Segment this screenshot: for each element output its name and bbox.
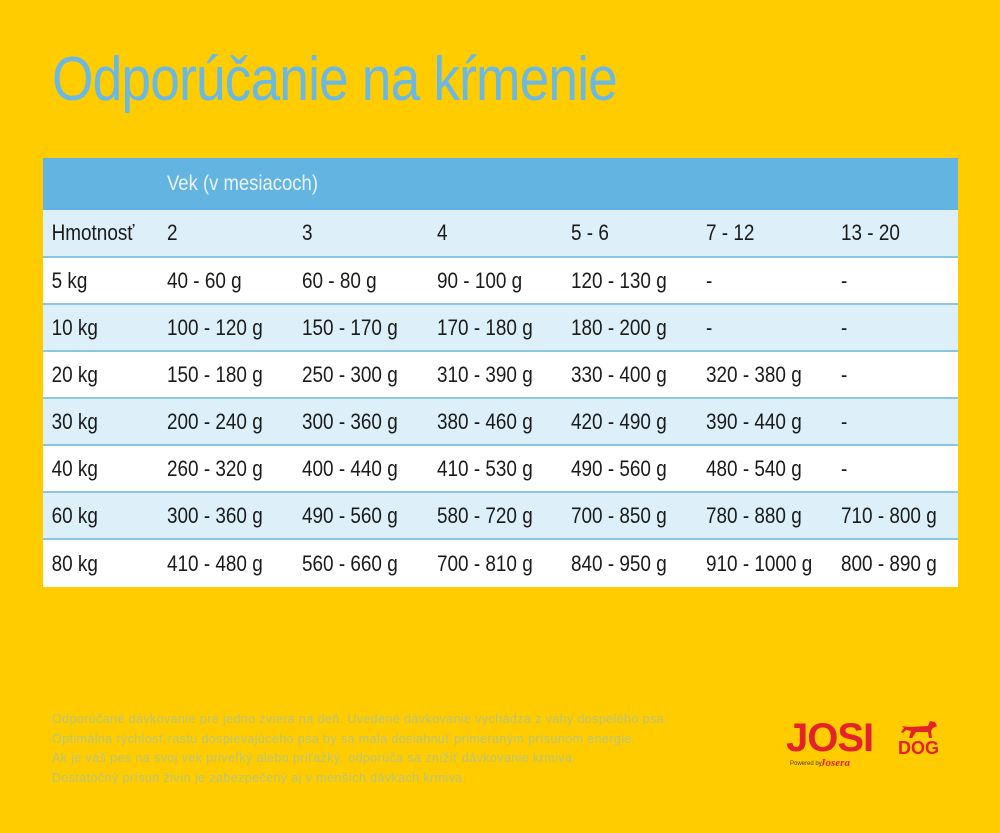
amount-cell: 380 - 460 g <box>437 408 533 434</box>
amount-cell: 120 - 130 g <box>571 267 667 293</box>
table-row: 40 kg 260 - 320 g 400 - 440 g 410 - 530 … <box>43 446 958 493</box>
weight-cell: 80 kg <box>51 550 98 576</box>
amount-cell: 480 - 540 g <box>706 455 802 481</box>
age-group-header: Vek (v mesiacoch) <box>43 158 958 210</box>
amount-cell: 700 - 850 g <box>571 502 667 528</box>
column-header-age: 13 - 20 <box>841 220 900 245</box>
amount-cell: 300 - 360 g <box>302 408 398 434</box>
amount-cell: - <box>706 314 713 340</box>
josidog-logo: JOSI DOG Powered by Josera <box>786 712 956 782</box>
amount-cell: - <box>841 314 848 340</box>
note-line: Ak je váš pes na svoj vek priveľký alebo… <box>52 751 577 765</box>
weight-cell: 30 kg <box>51 408 98 434</box>
dog-icon <box>901 721 937 738</box>
feeding-notes: Odporúčané dávkovanie pre jedno zviera n… <box>52 710 668 788</box>
weight-cell: 40 kg <box>51 455 98 481</box>
column-header-age: 7 - 12 <box>706 220 755 245</box>
amount-cell: 400 - 440 g <box>302 455 398 481</box>
logo-brand: JOSI <box>786 716 874 760</box>
amount-cell: 840 - 950 g <box>571 550 667 576</box>
amount-cell: - <box>841 408 848 434</box>
column-header-age: 3 <box>302 220 313 245</box>
table-row: 10 kg 100 - 120 g 150 - 170 g 170 - 180 … <box>43 305 958 352</box>
column-header-row: Hmotnosť 2 3 4 5 - 6 7 - 12 13 - 20 <box>43 210 958 258</box>
table-row: 60 kg 300 - 360 g 490 - 560 g 580 - 720 … <box>43 493 958 540</box>
amount-cell: 800 - 890 g <box>841 550 937 576</box>
weight-cell: 5 kg <box>51 267 88 293</box>
amount-cell: 100 - 120 g <box>167 314 263 340</box>
amount-cell: 260 - 320 g <box>167 455 263 481</box>
amount-cell: 700 - 810 g <box>437 550 533 576</box>
amount-cell: 710 - 800 g <box>841 502 937 528</box>
amount-cell: 310 - 390 g <box>437 361 533 387</box>
amount-cell: 490 - 560 g <box>571 455 667 481</box>
amount-cell: 330 - 400 g <box>571 361 667 387</box>
amount-cell: 200 - 240 g <box>167 408 263 434</box>
amount-cell: 390 - 440 g <box>706 408 802 434</box>
table-row: 5 kg 40 - 60 g 60 - 80 g 90 - 100 g 120 … <box>43 258 958 305</box>
column-header-age: 2 <box>167 220 178 245</box>
note-line: Odporúčané dávkovanie pre jedno zviera n… <box>52 712 668 726</box>
amount-cell: 150 - 180 g <box>167 361 263 387</box>
logo-sub: DOG <box>898 738 940 758</box>
amount-cell: 300 - 360 g <box>167 502 263 528</box>
amount-cell: 90 - 100 g <box>437 267 523 293</box>
amount-cell: - <box>841 267 848 293</box>
amount-cell: 560 - 660 g <box>302 550 398 576</box>
parent-brand: Josera <box>820 757 850 769</box>
note-line: Optimálna rýchlosť rastu dospievajúceho … <box>52 731 636 746</box>
feeding-table: Vek (v mesiacoch) Hmotnosť 2 3 4 5 - 6 7… <box>43 158 958 587</box>
amount-cell: 320 - 380 g <box>706 361 802 387</box>
table-row: 80 kg 410 - 480 g 560 - 660 g 700 - 810 … <box>43 540 958 587</box>
column-header-weight: Hmotnosť <box>51 220 135 245</box>
column-header-age: 5 - 6 <box>571 220 609 245</box>
amount-cell: 490 - 560 g <box>302 502 398 528</box>
weight-cell: 10 kg <box>51 314 98 340</box>
amount-cell: - <box>706 267 713 293</box>
amount-cell: 580 - 720 g <box>437 502 533 528</box>
weight-cell: 20 kg <box>51 361 98 387</box>
page-title: Odporúčanie na kŕmenie <box>52 45 618 114</box>
weight-cell: 60 kg <box>51 502 98 528</box>
note-line: Dostatočný prísun živín je zabezpečený a… <box>52 770 467 785</box>
amount-cell: 170 - 180 g <box>437 314 533 340</box>
amount-cell: 250 - 300 g <box>302 361 398 387</box>
column-header-age: 4 <box>437 220 448 245</box>
amount-cell: 410 - 530 g <box>437 455 533 481</box>
amount-cell: 410 - 480 g <box>167 550 263 576</box>
amount-cell: 150 - 170 g <box>302 314 398 340</box>
amount-cell: 910 - 1000 g <box>706 550 813 576</box>
table-row: 30 kg 200 - 240 g 300 - 360 g 380 - 460 … <box>43 399 958 446</box>
amount-cell: 420 - 490 g <box>571 408 667 434</box>
amount-cell: - <box>841 361 848 387</box>
amount-cell: 780 - 880 g <box>706 502 802 528</box>
powered-by-label: Powered by <box>790 761 822 767</box>
table-row: 20 kg 150 - 180 g 250 - 300 g 310 - 390 … <box>43 352 958 399</box>
amount-cell: 60 - 80 g <box>302 267 377 293</box>
amount-cell: 180 - 200 g <box>571 314 667 340</box>
age-group-label: Vek (v mesiacoch) <box>167 172 318 195</box>
amount-cell: - <box>841 455 848 481</box>
amount-cell: 40 - 60 g <box>167 267 242 293</box>
